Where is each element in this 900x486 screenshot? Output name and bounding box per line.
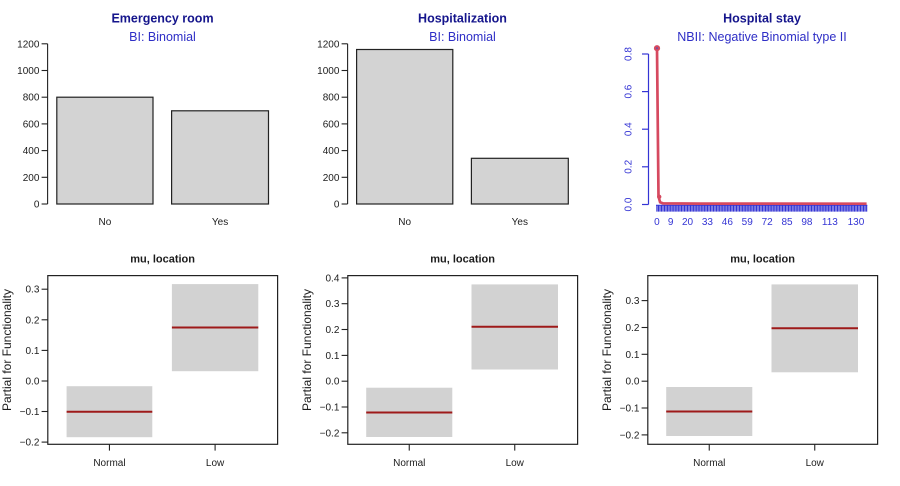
- svg-text:0.3: 0.3: [25, 285, 39, 296]
- svg-text:98: 98: [801, 217, 813, 228]
- svg-text:400: 400: [23, 146, 40, 157]
- svg-text:Partial for Functionality: Partial for Functionality: [300, 289, 314, 411]
- svg-text:Low: Low: [506, 458, 525, 469]
- svg-text:0.2: 0.2: [325, 325, 339, 336]
- svg-text:800: 800: [323, 93, 340, 104]
- svg-text:9: 9: [668, 217, 674, 228]
- svg-text:Emergency room: Emergency room: [111, 12, 213, 26]
- svg-text:Low: Low: [206, 458, 225, 469]
- svg-text:Low: Low: [806, 458, 825, 469]
- svg-text:0.2: 0.2: [25, 315, 39, 326]
- svg-text:0.8: 0.8: [624, 47, 635, 61]
- svg-text:0.1: 0.1: [25, 346, 39, 357]
- svg-text:No: No: [99, 217, 112, 228]
- svg-text:200: 200: [323, 173, 340, 184]
- svg-text:BI: Binomial: BI: Binomial: [429, 30, 496, 44]
- svg-text:0.1: 0.1: [625, 350, 639, 361]
- svg-text:1200: 1200: [317, 39, 340, 50]
- svg-text:Hospitalization: Hospitalization: [418, 12, 507, 26]
- svg-text:0: 0: [654, 217, 660, 228]
- svg-text:−0.2: −0.2: [320, 428, 340, 439]
- svg-text:20: 20: [682, 217, 694, 228]
- svg-text:−0.2: −0.2: [620, 430, 640, 441]
- svg-text:Normal: Normal: [693, 458, 725, 469]
- svg-text:46: 46: [722, 217, 734, 228]
- svg-text:0: 0: [334, 200, 340, 211]
- svg-text:mu, location: mu, location: [730, 254, 795, 266]
- svg-text:Normal: Normal: [393, 458, 425, 469]
- svg-text:0.0: 0.0: [625, 377, 639, 388]
- svg-text:1000: 1000: [317, 66, 340, 77]
- svg-text:Normal: Normal: [93, 458, 125, 469]
- svg-text:0.0: 0.0: [25, 377, 39, 388]
- svg-text:200: 200: [23, 173, 40, 184]
- svg-text:BI: Binomial: BI: Binomial: [129, 30, 196, 44]
- svg-text:0: 0: [34, 200, 40, 211]
- svg-text:Partial for Functionality: Partial for Functionality: [600, 289, 614, 411]
- svg-text:0.6: 0.6: [624, 84, 635, 98]
- svg-text:600: 600: [23, 119, 40, 130]
- svg-text:130: 130: [848, 217, 865, 228]
- svg-text:0.1: 0.1: [325, 351, 339, 362]
- svg-text:−0.1: −0.1: [20, 407, 40, 418]
- svg-text:0.0: 0.0: [624, 197, 635, 211]
- svg-text:Yes: Yes: [512, 217, 528, 228]
- svg-text:NBII: Negative Binomial type I: NBII: Negative Binomial type II: [677, 30, 847, 44]
- svg-text:Partial for Functionality: Partial for Functionality: [0, 289, 14, 411]
- svg-text:1200: 1200: [17, 39, 40, 50]
- svg-text:−0.1: −0.1: [620, 404, 640, 415]
- svg-text:800: 800: [23, 93, 40, 104]
- svg-text:−0.2: −0.2: [20, 438, 40, 449]
- svg-text:0.4: 0.4: [624, 122, 635, 136]
- svg-text:0.3: 0.3: [625, 296, 639, 307]
- svg-text:33: 33: [702, 217, 714, 228]
- svg-text:0.4: 0.4: [325, 273, 339, 284]
- svg-text:0.2: 0.2: [625, 323, 639, 334]
- svg-text:No: No: [398, 217, 411, 228]
- svg-text:1000: 1000: [17, 66, 40, 77]
- svg-text:Yes: Yes: [212, 217, 228, 228]
- svg-text:mu, location: mu, location: [430, 254, 495, 266]
- svg-text:0.0: 0.0: [325, 377, 339, 388]
- svg-text:600: 600: [323, 119, 340, 130]
- svg-text:Hospital stay: Hospital stay: [723, 12, 801, 26]
- svg-text:72: 72: [762, 217, 774, 228]
- svg-text:59: 59: [742, 217, 754, 228]
- svg-text:85: 85: [781, 217, 793, 228]
- svg-text:mu, location: mu, location: [130, 254, 195, 266]
- svg-text:0.2: 0.2: [624, 159, 635, 173]
- svg-text:0.3: 0.3: [325, 299, 339, 310]
- svg-text:−0.1: −0.1: [320, 403, 340, 414]
- svg-text:113: 113: [822, 217, 838, 228]
- svg-text:400: 400: [323, 146, 340, 157]
